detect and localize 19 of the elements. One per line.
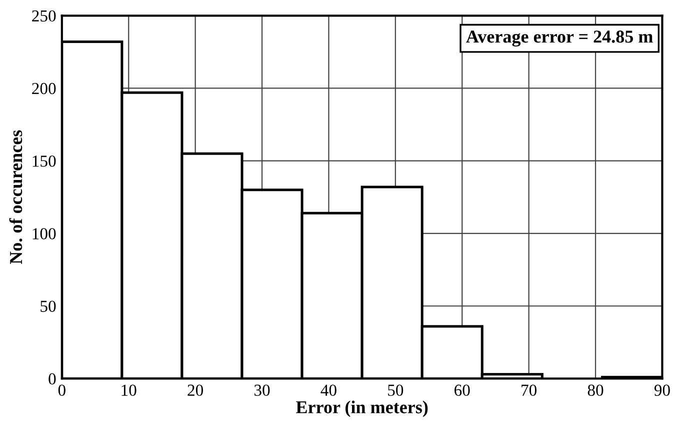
annotation: Average error = 24.85 m <box>466 30 653 47</box>
x-axis-title: Error (in meters) <box>296 400 428 418</box>
y-axis-title: No. of occurences <box>9 130 22 264</box>
x-tick-label: 90 <box>654 384 670 396</box>
x-tick-label: 10 <box>122 384 136 396</box>
x-tick-label: 60 <box>454 384 470 396</box>
x-tick-label: 30 <box>254 384 270 396</box>
y-tick-label: 150 <box>32 156 56 167</box>
x-tick-label: 80 <box>588 384 604 396</box>
x-tick-label: 70 <box>522 384 537 396</box>
y-tick-label: 200 <box>32 82 56 94</box>
x-tick-label: 40 <box>320 384 336 396</box>
y-tick-label: 100 <box>32 228 56 240</box>
y-tick-label: 50 <box>40 300 56 312</box>
x-tick-label: 50 <box>388 384 404 396</box>
y-tick-label: 0 <box>48 373 56 385</box>
x-tick-label: 20 <box>188 384 204 396</box>
x-tick-label: 0 <box>58 384 66 396</box>
y-tick-label: 250 <box>32 10 56 22</box>
